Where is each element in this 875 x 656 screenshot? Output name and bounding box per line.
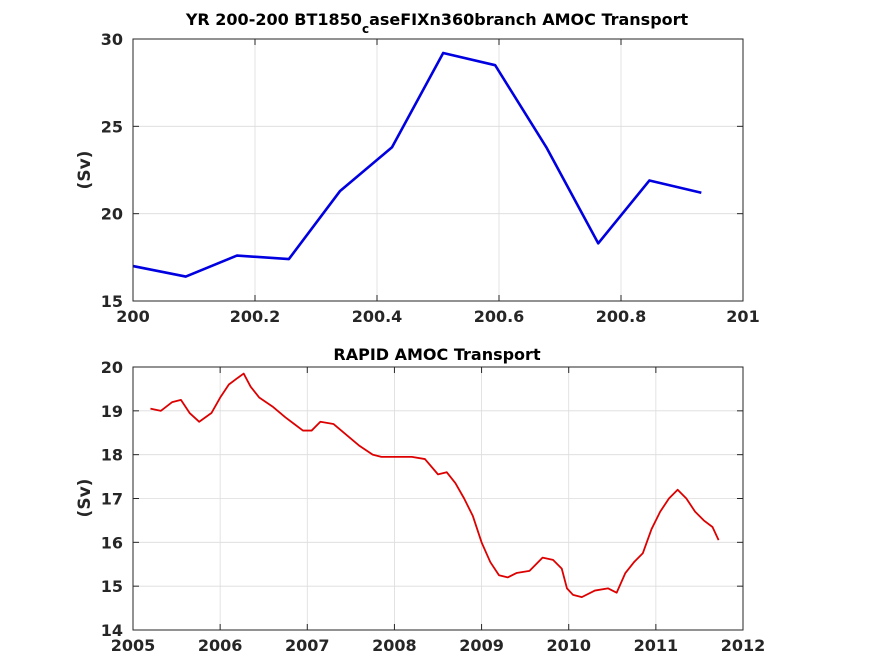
y-tick-label: 19 [101, 402, 123, 421]
x-tick-label: 200.6 [474, 307, 525, 326]
y-tick-label: 15 [101, 577, 123, 596]
chart2-title: RAPID AMOC Transport [333, 345, 541, 364]
y-tick-label: 15 [101, 292, 123, 311]
chart1-title-main: YR 200-200 BT1850 [185, 10, 362, 29]
y-tick-label: 20 [101, 205, 123, 224]
x-tick-label: 200 [116, 307, 149, 326]
chart1-title: YR 200-200 BT1850caseFIXn360branch AMOC … [185, 10, 689, 36]
chart1-title-rest: aseFIXn360branch AMOC Transport [369, 10, 688, 29]
y-tick-label: 17 [101, 490, 123, 509]
y-tick-label: 30 [101, 30, 123, 49]
chart1-plot-area: 200 200.2 200.4 200.6 200.8 201 15 20 25 30 [101, 30, 760, 326]
y-tick-label: 18 [101, 446, 123, 465]
axes-frame [132, 366, 744, 631]
x-tick-label: 2011 [634, 636, 679, 655]
chart2-ylabel: (Sv) [75, 479, 95, 518]
series-line [132, 51, 702, 278]
x-tick-label: 2005 [111, 636, 156, 655]
x-tick-label: 200.4 [352, 307, 403, 326]
x-tick-label: 2008 [372, 636, 417, 655]
y-tick-label: 25 [101, 117, 123, 136]
x-tick-label: 2010 [546, 636, 591, 655]
series-line [150, 372, 720, 599]
chart1-title-subscript: c [362, 22, 369, 36]
x-tick-label: 2009 [459, 636, 504, 655]
chart2-plot-area: 2005 2006 2007 2008 2009 2010 2011 2012 14 15 16 17… [101, 358, 766, 655]
chart1-ylabel: (Sv) [75, 151, 95, 190]
x-tick-label: 2006 [198, 636, 243, 655]
x-tick-label: 200.2 [230, 307, 281, 326]
axes-frame [132, 38, 744, 302]
y-tick-label: 14 [101, 621, 123, 640]
x-tick-label: 200.8 [596, 307, 647, 326]
x-tick-label: 201 [726, 307, 759, 326]
y-tick-label: 20 [101, 358, 123, 377]
x-tick-label: 2012 [721, 636, 766, 655]
x-tick-label: 2007 [285, 636, 330, 655]
y-tick-label: 16 [101, 533, 123, 552]
